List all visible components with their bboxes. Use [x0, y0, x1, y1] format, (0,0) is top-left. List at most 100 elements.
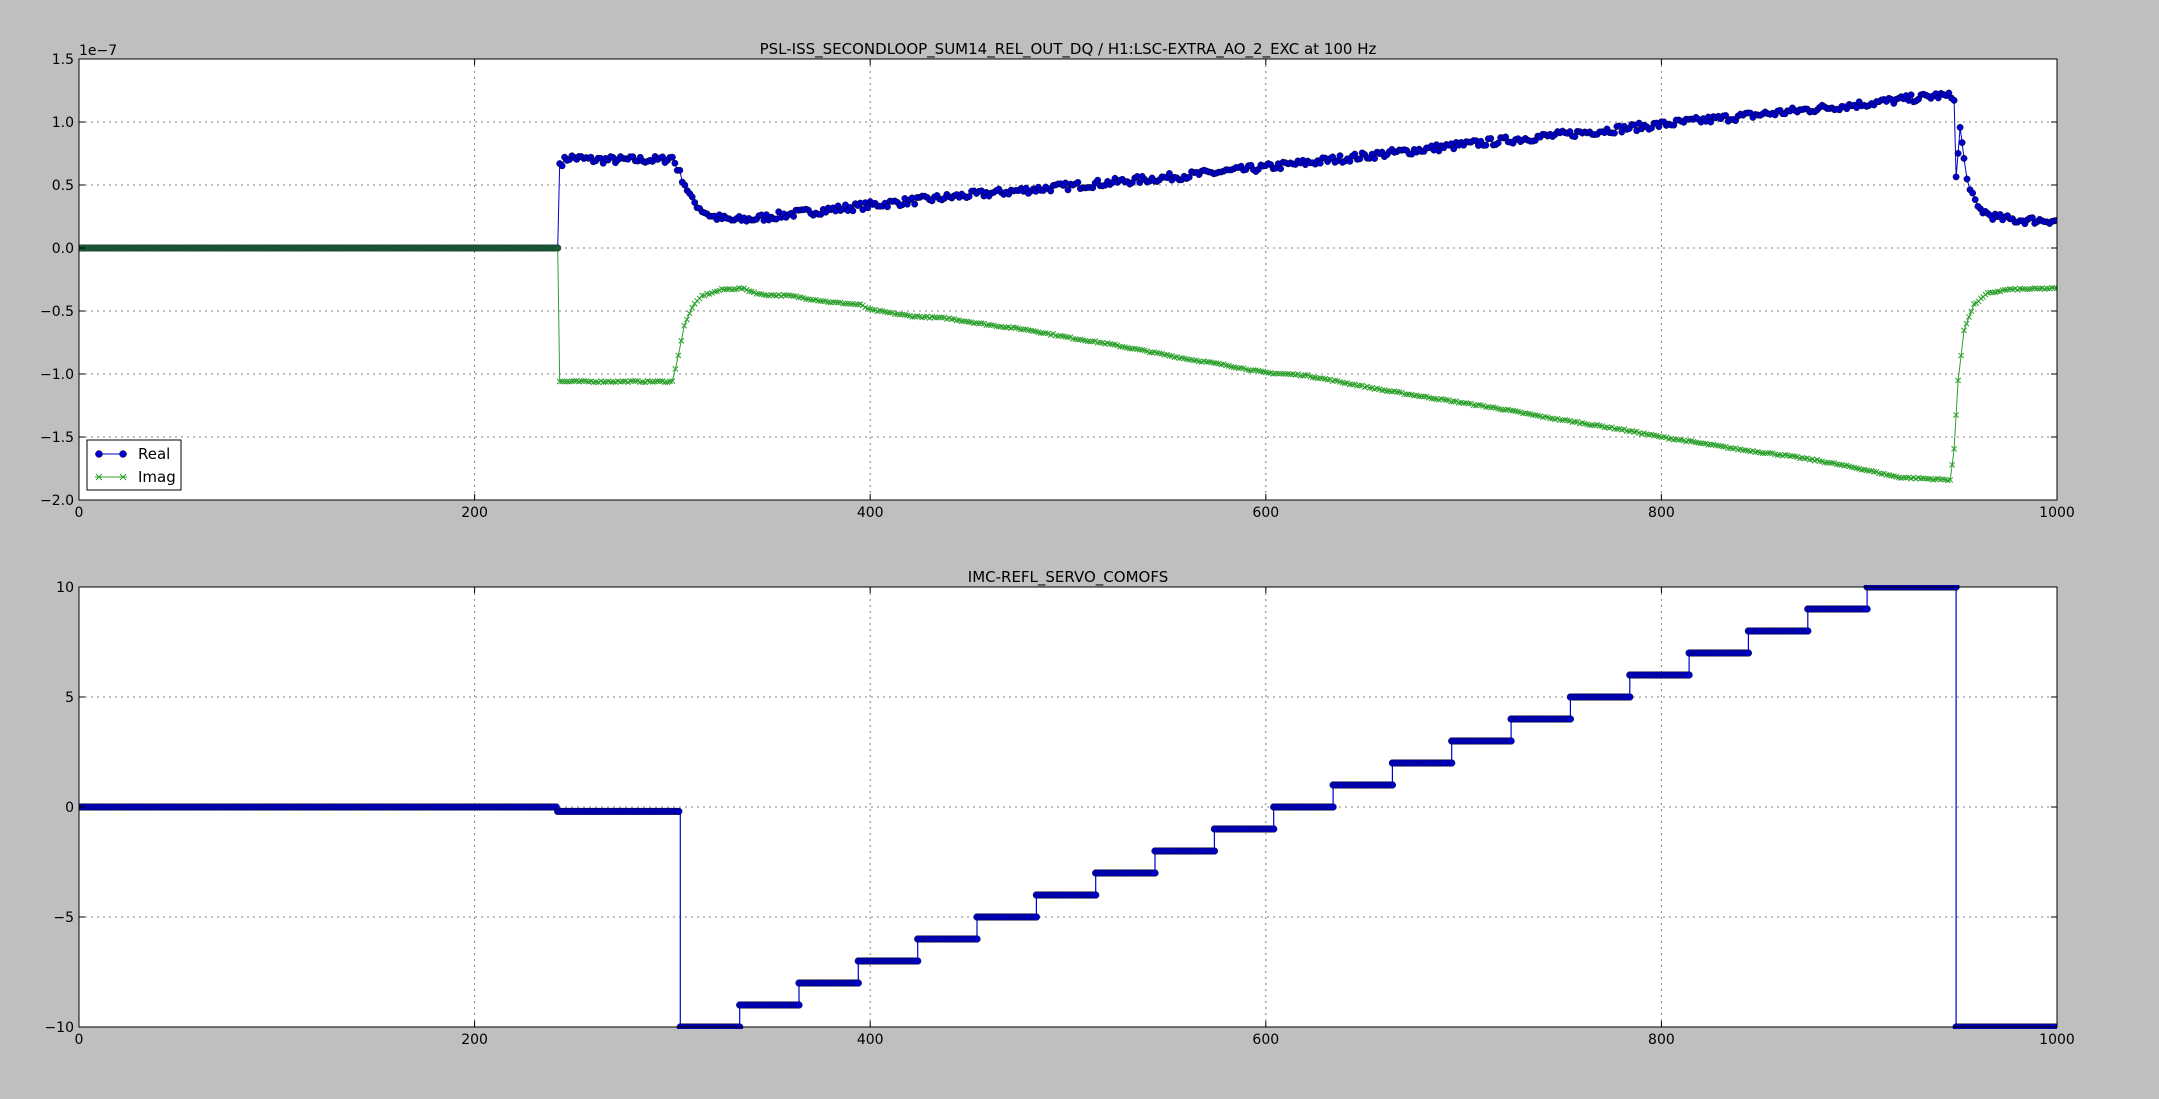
- y-tick-label: 1.0: [52, 115, 74, 131]
- data-point: [854, 979, 862, 987]
- data-point: [1917, 475, 1924, 482]
- data-point: [1951, 445, 1958, 452]
- data-point: [1329, 803, 1337, 811]
- data-point: [1448, 759, 1456, 767]
- data-point: [1287, 371, 1294, 378]
- data-point: [1116, 343, 1123, 350]
- data-point: [1871, 468, 1877, 475]
- data-point: [637, 379, 644, 386]
- data-point: [1136, 346, 1143, 353]
- data-point: [563, 378, 570, 385]
- data-point: [1126, 345, 1133, 352]
- x-tick-label: 400: [857, 505, 884, 521]
- data-point: [666, 378, 673, 385]
- data-point: [654, 378, 661, 385]
- data-point: [1968, 308, 1975, 315]
- x-tick-label: 200: [461, 505, 488, 521]
- data-point: [1450, 145, 1458, 153]
- top-axes: 0 200 400 600 800 1000 −2.0 −1.5 −1.0 −0.5 0.0 0.5 1…: [40, 40, 2075, 521]
- data-point: [2019, 286, 2026, 292]
- data-point: [1482, 404, 1489, 411]
- data-point: [632, 378, 639, 385]
- data-point: [639, 379, 646, 385]
- data-point: [1675, 437, 1682, 443]
- data-point: [1146, 349, 1153, 356]
- data-point: [1270, 825, 1278, 833]
- data-point: [1693, 439, 1699, 446]
- data-point: [669, 153, 676, 161]
- data-point: [1767, 450, 1774, 457]
- data-point: [1722, 112, 1730, 119]
- data-point: [1804, 627, 1812, 635]
- data-point: [1087, 338, 1094, 345]
- data-point: [983, 322, 990, 329]
- data-point: [1966, 313, 1972, 320]
- data-point: [1025, 327, 1032, 334]
- data-point: [1700, 440, 1707, 447]
- data-point: [1836, 461, 1843, 468]
- legend-marker: [119, 473, 127, 481]
- data-point: [2051, 285, 2057, 292]
- data-point: [1954, 149, 1962, 157]
- data-point: [966, 319, 973, 325]
- data-point: [1191, 357, 1198, 364]
- data-point: [1759, 450, 1766, 457]
- data-point: [1987, 289, 1994, 296]
- data-point: [854, 301, 861, 308]
- data-point: [1356, 382, 1363, 389]
- overlap-markers: [79, 244, 562, 252]
- data-point: [2007, 286, 2013, 293]
- data-point: [659, 153, 666, 161]
- data-point: [995, 323, 1002, 330]
- data-point: [1670, 436, 1677, 443]
- data-point: [1443, 397, 1450, 403]
- data-point: [731, 286, 738, 293]
- data-point: [1421, 393, 1427, 400]
- data-point: [1371, 155, 1379, 162]
- data-point: [1764, 450, 1771, 456]
- data-point: [1519, 410, 1526, 417]
- legend-box: [86, 439, 182, 491]
- data-point: [1257, 368, 1264, 375]
- data-point: [1725, 445, 1732, 452]
- data-point: [1863, 605, 1871, 613]
- data-point: [2024, 286, 2031, 293]
- data-point: [1715, 442, 1722, 449]
- data-point: [1416, 393, 1423, 400]
- data-point: [2016, 285, 2023, 292]
- data-point: [2028, 214, 2036, 222]
- data-point: [1297, 372, 1304, 379]
- data-point: [1586, 422, 1593, 428]
- data-point: [1092, 891, 1100, 899]
- data-point: [1963, 175, 1971, 183]
- data-point: [1952, 173, 1960, 181]
- y-tick-label: −5: [53, 910, 74, 926]
- y-tick-label: 10: [56, 580, 74, 596]
- data-point: [817, 298, 824, 304]
- data-point: [1900, 474, 1907, 481]
- data-point: [1074, 336, 1081, 343]
- data-point: [864, 204, 872, 212]
- data-point: [914, 957, 922, 965]
- data-point: [1557, 417, 1563, 423]
- data-point: [2034, 285, 2041, 292]
- data-point: [688, 193, 696, 201]
- data-point: [1903, 474, 1910, 481]
- data-point: [1282, 370, 1289, 377]
- data-point: [835, 299, 842, 306]
- data-point: [938, 314, 945, 321]
- data-point: [1707, 441, 1714, 448]
- data-point: [681, 322, 688, 329]
- data-point: [629, 377, 636, 384]
- series-line-step: [79, 586, 2057, 1028]
- data-point: [1774, 452, 1781, 458]
- data-point: [2053, 216, 2057, 224]
- data-point: [1418, 393, 1425, 400]
- data-point: [578, 378, 585, 385]
- data-point: [795, 1001, 803, 1009]
- data-point: [1455, 399, 1462, 406]
- data-point: [1507, 737, 1515, 745]
- y-tick-label: −10: [44, 1020, 74, 1036]
- data-point: [1003, 324, 1010, 331]
